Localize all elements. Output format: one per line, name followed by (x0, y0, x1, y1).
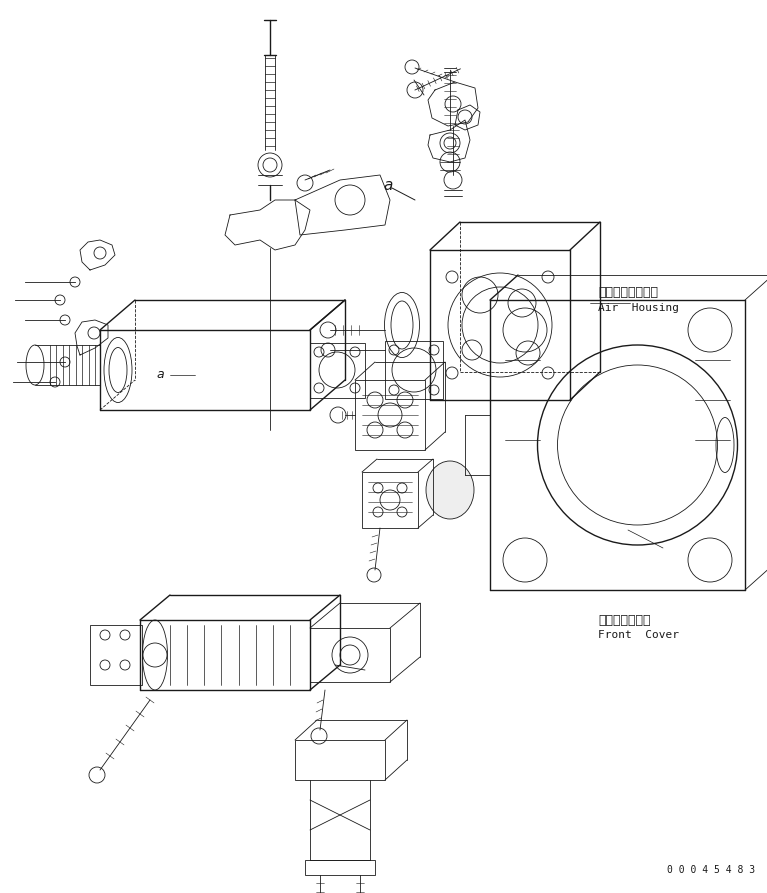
Bar (310, 343, 365, 398)
Text: a: a (384, 178, 393, 193)
Bar (355, 380, 425, 450)
Text: Air  Housing: Air Housing (598, 303, 679, 313)
Text: エアーハウジング: エアーハウジング (598, 287, 658, 299)
Bar (305, 860, 375, 875)
Bar (310, 628, 390, 682)
Ellipse shape (426, 461, 474, 519)
Bar (362, 472, 418, 528)
Text: a: a (156, 369, 164, 381)
Bar (295, 740, 385, 780)
Text: Front  Cover: Front Cover (598, 630, 679, 640)
Bar (385, 341, 443, 399)
Bar (90, 625, 142, 685)
Text: 0 0 0 4 5 4 8 3: 0 0 0 4 5 4 8 3 (667, 865, 755, 875)
Text: フロントカバー: フロントカバー (598, 613, 650, 627)
